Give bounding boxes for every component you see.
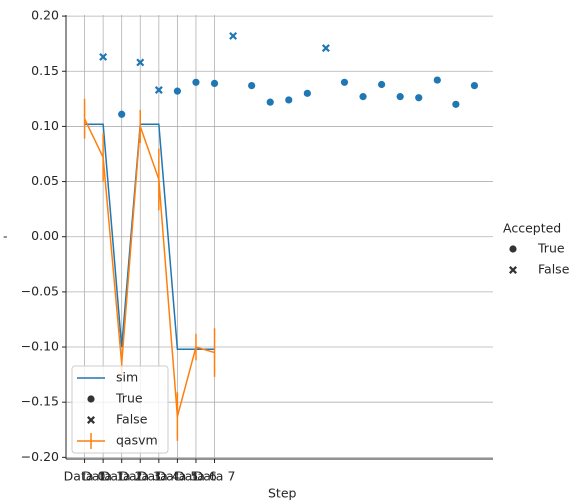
x-tick-label: Data 1 [82,469,124,484]
point [415,94,423,102]
y-tick-label: −0.15 [21,394,59,409]
y-tick-label: −0.05 [21,283,59,298]
legend-box [71,365,169,454]
point [229,31,238,40]
x-tick-label: Data 6 [175,469,217,484]
point [99,52,108,61]
point [173,87,181,95]
point [136,58,145,67]
point [303,89,311,97]
legend-marker [87,395,95,403]
x-tick-label: Data 4 [138,469,180,484]
point [248,81,256,90]
point [340,78,349,86]
point [321,44,330,53]
legend-label: False [538,262,570,277]
y-tick-label: 0.15 [31,63,59,78]
x-tick-label: Data 5 [157,469,199,484]
point [210,79,219,87]
point [118,110,126,118]
y-tick-label: −0.10 [21,339,59,354]
series-line [84,123,215,350]
legend-label: qasvm [116,433,158,448]
legend-marker [87,416,95,424]
x-tick-label: Data 2 [101,469,143,484]
y-tick-label: 0.10 [31,118,59,133]
point [396,93,404,101]
x-axis-label: Step [268,486,297,500]
point [452,100,460,108]
x-tick-label: Data 3 [119,469,161,484]
x-tick-label: Data 0 [64,469,106,484]
point [266,98,274,106]
point [433,76,441,84]
legend-marker [509,245,517,253]
point [154,86,163,94]
point [378,80,386,89]
x-tick-label: Data 7 [194,469,236,484]
legend-marker [509,266,517,274]
legend-title: Accepted [503,221,561,236]
legend-label: True [115,391,143,406]
point [470,81,479,90]
point [285,96,293,104]
legend-label: False [116,412,148,427]
y-axis-label: - [3,229,8,244]
series-line [83,118,215,417]
y-tick-label: −0.20 [21,449,59,464]
y-tick-label: 0.20 [31,8,59,23]
y-tick-label: 0.00 [31,228,59,243]
y-tick-label: 0.05 [31,173,59,188]
point [359,93,367,101]
point [192,78,200,86]
legend-label: sim [116,370,138,385]
legend-label: True [537,241,565,256]
